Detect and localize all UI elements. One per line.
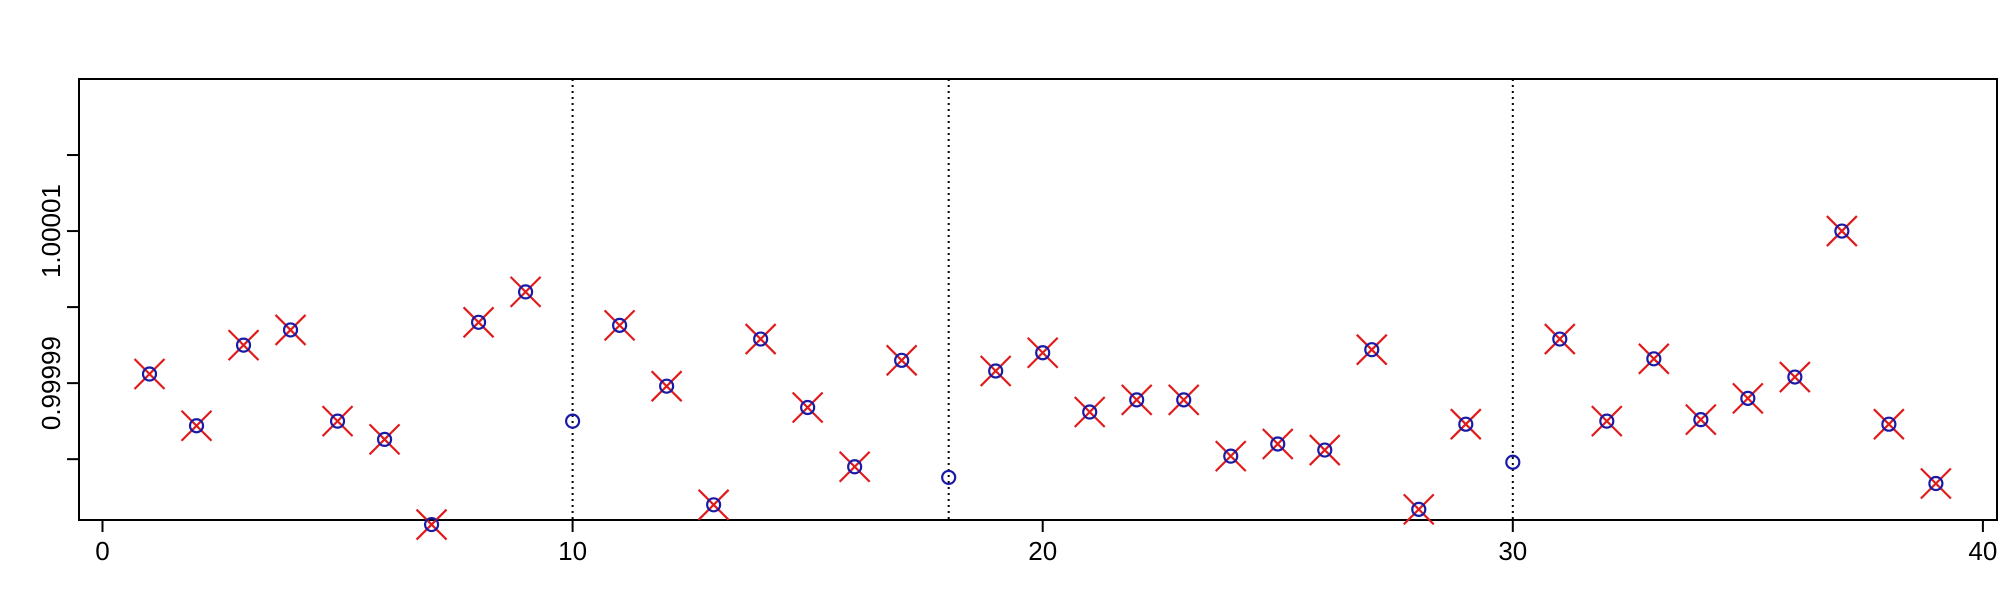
cross-point (885, 344, 918, 377)
cross-point (1214, 440, 1247, 472)
circle-point (1364, 342, 1380, 358)
circle-point (470, 314, 487, 330)
cross-point (1450, 408, 1482, 440)
circle-point (988, 363, 1004, 379)
cross-point (1120, 384, 1153, 416)
x-tick-label: 20 (1028, 536, 1057, 566)
circle-point (1411, 501, 1427, 517)
cross-point (1826, 215, 1858, 247)
x-tick-label: 10 (558, 536, 587, 566)
cross-point (1261, 428, 1294, 460)
x-tick-label: 0 (95, 536, 109, 566)
cross-point (1544, 323, 1576, 355)
cross-point (1920, 467, 1952, 500)
x-tick-label: 40 (1968, 536, 1997, 566)
circle-point (1881, 416, 1897, 432)
circle-point (1834, 223, 1850, 239)
y-tick-label: 1.00001 (36, 184, 66, 278)
cross-point (227, 329, 260, 361)
circle-point (1035, 345, 1051, 361)
circle-point (800, 399, 816, 416)
circle-point (1082, 404, 1098, 420)
circle-point (1787, 369, 1803, 385)
circle-point (1458, 416, 1474, 432)
plot-frame (78, 78, 1998, 521)
circle-point (1223, 448, 1239, 464)
cross-point (1685, 403, 1717, 436)
circle-point (1740, 390, 1756, 406)
cross-point (1591, 405, 1623, 437)
cross-point (650, 370, 683, 402)
cross-point (274, 314, 307, 346)
circle-point (188, 418, 205, 434)
circle-point (941, 469, 957, 486)
cross-point (979, 355, 1012, 387)
circle-point (1317, 442, 1333, 458)
circle-point (894, 352, 910, 368)
circle-point (1599, 413, 1615, 429)
cross-point (133, 358, 166, 390)
circle-point (1129, 392, 1145, 408)
circle-point (423, 516, 440, 533)
x-tick-label: 30 (1498, 536, 1527, 566)
cross-point (415, 508, 448, 541)
circle-point (1505, 454, 1521, 470)
cross-point (1167, 384, 1200, 416)
cross-point (1308, 434, 1341, 466)
data-points (133, 215, 1952, 541)
circle-point (282, 322, 299, 338)
circle-point (376, 431, 393, 448)
circle-point (1693, 412, 1709, 428)
circle-point (1270, 436, 1286, 452)
cross-point (1779, 361, 1811, 393)
circle-point (235, 337, 252, 353)
circle-point (847, 459, 863, 475)
circle-point (565, 413, 581, 429)
cross-point (791, 391, 824, 424)
cross-point (1073, 396, 1106, 428)
cross-point (509, 276, 542, 308)
circle-point (1646, 351, 1662, 367)
circle-point (1928, 475, 1944, 492)
circle-point (1176, 392, 1192, 408)
cross-point (603, 309, 636, 342)
cross-point (1355, 333, 1388, 366)
circle-point (141, 366, 158, 382)
circle-point (612, 317, 628, 333)
cross-point (180, 409, 213, 442)
cross-point (1732, 382, 1764, 415)
cross-point (1403, 493, 1435, 526)
y-axis: 0.99999 1.00001 (36, 154, 79, 461)
cross-point (697, 489, 730, 521)
vertical-reference-lines (571, 79, 1514, 520)
cross-point (1873, 408, 1905, 440)
cross-point (462, 306, 495, 339)
circle-point (517, 284, 534, 300)
x-axis: 0 10 20 30 40 (95, 520, 1997, 566)
cross-point (838, 450, 871, 483)
cross-point (744, 323, 777, 355)
circle-point (1552, 331, 1568, 347)
circle-point (659, 378, 675, 394)
circle-point (329, 413, 346, 429)
cross-point (321, 405, 354, 437)
circle-point (753, 331, 769, 347)
cross-point (1026, 336, 1059, 369)
circle-point (706, 497, 722, 513)
cross-point (1638, 343, 1670, 375)
y-tick-label: 0.99999 (36, 336, 66, 430)
cross-point (368, 423, 401, 456)
